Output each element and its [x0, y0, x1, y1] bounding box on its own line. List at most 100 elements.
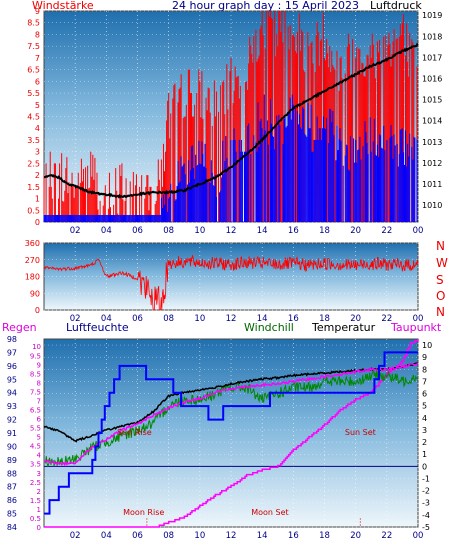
- right-tick-label: 10: [422, 341, 432, 350]
- rain-tick-label: 1: [37, 506, 41, 514]
- left-tick-label: 2.5: [27, 159, 40, 168]
- left-tick-label: 3: [35, 148, 40, 157]
- x-tick-label: 02: [70, 226, 81, 236]
- right-tick-label: 1011: [422, 180, 442, 189]
- rain-tick-label: 2: [37, 488, 41, 496]
- humidity-tick-label: 92: [7, 416, 17, 425]
- right-tick-label: 1016: [422, 75, 442, 84]
- left-tick-label: 360: [25, 239, 40, 248]
- sun-set-label: Sun Set: [345, 428, 376, 437]
- humidity-tick-label: 98: [7, 335, 17, 344]
- x-tick-label: 06: [132, 531, 143, 541]
- left-tick-label: 2: [35, 171, 40, 180]
- x-tick-label: 08: [163, 531, 174, 541]
- x-tick-label: 16: [288, 314, 299, 324]
- left-tick-label: 9: [35, 7, 40, 16]
- left-tick-label: 7.5: [27, 42, 40, 51]
- x-tick-label: 02: [70, 314, 81, 324]
- x-tick-label: 00: [413, 314, 424, 324]
- right-tick-label: 1019: [422, 11, 442, 20]
- humidity-tick-label: 88: [7, 469, 17, 478]
- rain-line: [44, 339, 419, 528]
- right-tick-label: 9: [422, 353, 427, 362]
- left-tick-label: 6.5: [27, 66, 40, 75]
- humidity-tick-label: 89: [7, 456, 17, 465]
- rain-tick-label: 7.5: [30, 388, 41, 396]
- left-tick-label: 270: [25, 256, 40, 265]
- x-tick-label: 12: [226, 531, 237, 541]
- rain-tick-label: 5: [37, 434, 41, 442]
- humidity-tick-label: 86: [7, 496, 17, 505]
- legend-temperatur: Temperatur: [312, 321, 376, 334]
- x-tick-label: 10: [194, 314, 205, 324]
- rain-tick-label: 4: [37, 452, 42, 460]
- x-tick-label: 20: [350, 226, 361, 236]
- left-tick-label: 90: [30, 289, 40, 298]
- right-tick-label: 5: [422, 402, 427, 411]
- x-tick-label: 06: [132, 314, 143, 324]
- right-tick-label: 1010: [422, 201, 442, 210]
- header-right-title: Luftdruck: [370, 0, 422, 12]
- compass-s: S: [436, 273, 444, 287]
- x-tick-label: 08: [163, 226, 174, 236]
- rain-tick-label: 6.5: [30, 407, 41, 415]
- right-tick-label: -5: [422, 523, 430, 532]
- humidity-tick-label: 87: [7, 483, 17, 492]
- left-tick-label: 8.5: [27, 19, 40, 28]
- x-tick-label: 22: [381, 531, 392, 541]
- dewpoint-line: [43, 362, 419, 467]
- legend-luftfeuchte: Luftfeuchte: [66, 321, 129, 334]
- rain-tick-label: 0: [37, 524, 41, 532]
- rain-tick-label: 3: [37, 470, 41, 478]
- rain-tick-label: 7: [37, 397, 41, 405]
- x-tick-label: 22: [381, 226, 392, 236]
- x-tick-label: 22: [381, 314, 392, 324]
- left-tick-label: 7: [35, 54, 40, 63]
- left-tick-label: 0: [35, 218, 40, 227]
- humidity-tick-label: 95: [7, 375, 17, 384]
- right-tick-label: 7: [422, 377, 427, 386]
- left-tick-label: 1.5: [27, 183, 40, 192]
- x-tick-label: 04: [101, 226, 112, 236]
- wind-direction-line: [43, 254, 419, 311]
- sun-rise-label: Sun Rise: [117, 428, 152, 437]
- header-left-title: Windstärke: [32, 0, 94, 12]
- right-tick-label: -3: [422, 499, 430, 508]
- left-tick-label: 5.5: [27, 89, 40, 98]
- right-tick-label: 1018: [422, 32, 442, 41]
- humidity-tick-label: 97: [7, 348, 17, 357]
- x-tick-label: 04: [101, 531, 112, 541]
- x-tick-label: 18: [319, 531, 330, 541]
- compass-n-bottom: N: [436, 305, 445, 319]
- rain-tick-label: 4.5: [30, 443, 41, 451]
- rain-tick-label: 10: [32, 343, 41, 351]
- x-tick-label: 14: [257, 314, 268, 324]
- left-tick-label: 5: [35, 101, 40, 110]
- humidity-tick-label: 94: [7, 389, 17, 398]
- x-tick-label: 10: [194, 226, 205, 236]
- right-tick-label: 1012: [422, 159, 442, 168]
- humidity-tick-label: 84: [7, 523, 17, 532]
- left-tick-label: 6: [35, 77, 40, 86]
- x-tick-label: 20: [350, 314, 361, 324]
- right-tick-label: 4: [422, 414, 427, 423]
- legend-windchill: Windchill: [244, 321, 294, 334]
- rain-tick-label: 6: [37, 416, 42, 424]
- x-tick-label: 14: [257, 226, 268, 236]
- rain-tick-label: 8.5: [30, 370, 41, 378]
- x-tick-label: 00: [413, 226, 424, 236]
- rain-tick-label: 1.5: [30, 497, 41, 505]
- x-tick-label: 18: [319, 314, 330, 324]
- right-tick-label: 6: [422, 390, 427, 399]
- right-tick-label: 3: [422, 426, 427, 435]
- panel-background-wind-direction: [43, 242, 419, 311]
- rain-tick-label: 2.5: [30, 479, 41, 487]
- humidity-tick-label: 93: [7, 402, 17, 411]
- left-tick-label: 8: [35, 30, 40, 39]
- humidity-tick-label: 96: [7, 362, 17, 371]
- rain-tick-label: 3.5: [30, 461, 41, 469]
- x-tick-label: 00: [413, 531, 424, 541]
- right-tick-label: -2: [422, 487, 430, 496]
